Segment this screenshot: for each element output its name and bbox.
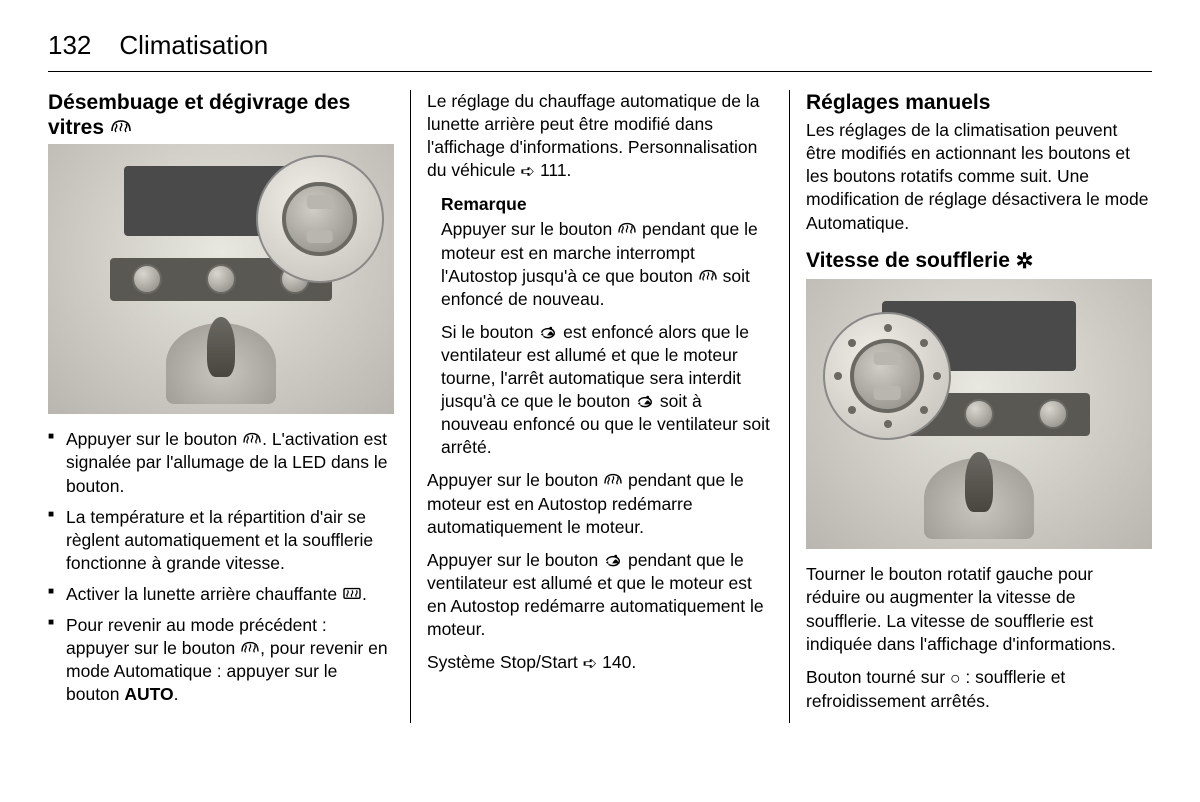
defrost-front-icon — [617, 220, 637, 236]
section-heading-demist: Désembuage et dégivrage des vitres — [48, 90, 394, 140]
off-circle-icon: ○ — [950, 667, 961, 690]
bullet-list: Appuyer sur le bouton . L'activation est… — [48, 428, 394, 706]
defrost-front-icon — [242, 430, 262, 446]
page-header: 132 Climatisation — [48, 30, 1152, 72]
paragraph: Appuyer sur le bouton pendant que le mot… — [441, 218, 773, 310]
paragraph: Appuyer sur le bouton pendant que le mot… — [427, 469, 773, 538]
content-columns: Désembuage et dégivrage des vitres Appuy… — [48, 90, 1152, 723]
column-1: Désembuage et dégivrage des vitres Appuy… — [48, 90, 410, 723]
xref-icon: ➪ — [520, 160, 535, 183]
defrost-front-icon — [240, 639, 260, 655]
remark-title: Remarque — [441, 193, 773, 216]
page-number: 132 — [48, 30, 91, 61]
column-2: Le réglage du chauffage automatique de l… — [410, 90, 789, 723]
defrost-front-icon — [603, 471, 623, 487]
paragraph: Le réglage du chauffage automatique de l… — [427, 90, 773, 183]
defrost-rear-icon — [342, 585, 362, 601]
paragraph: Bouton tourné sur ○ : soufflerie et refr… — [806, 666, 1152, 713]
fan-icon: ✲ — [1016, 248, 1034, 276]
column-3: Réglages manuels Les réglages de la clim… — [789, 90, 1152, 723]
section-heading-manual: Réglages manuels — [806, 90, 1152, 115]
paragraph: Tourner le bouton rotatif gauche pour ré… — [806, 563, 1152, 655]
recirc-icon — [635, 390, 655, 408]
paragraph: Appuyer sur le bouton pendant que le ven… — [427, 549, 773, 641]
paragraph: Système Stop/Start ➪ 140. — [427, 651, 773, 675]
figure-zoom-defrost-knob — [256, 155, 384, 283]
figure-dashboard-defrost — [48, 144, 394, 414]
figure-dashboard-fanspeed — [806, 279, 1152, 549]
defrost-front-icon — [110, 117, 132, 135]
remark-block: Remarque Appuyer sur le bouton pendant q… — [427, 193, 773, 459]
paragraph: Les réglages de la climatisation peuvent… — [806, 119, 1152, 234]
section-heading-fanspeed: Vitesse de soufflerie ✲ — [806, 247, 1152, 276]
list-item: Appuyer sur le bouton . L'activation est… — [48, 428, 394, 497]
xref-icon: ➪ — [583, 652, 598, 675]
list-item: Activer la lunette arrière chauffante . — [48, 583, 394, 606]
chapter-title: Climatisation — [119, 30, 268, 61]
recirc-icon — [538, 321, 558, 339]
list-item: La température et la répartition d'air s… — [48, 506, 394, 575]
auto-label: AUTO — [124, 684, 173, 704]
list-item: Pour revenir au mode précédent : appuyer… — [48, 614, 394, 706]
defrost-front-icon — [698, 267, 718, 283]
recirc-icon — [603, 549, 623, 567]
figure-zoom-fan-knob — [823, 312, 951, 440]
paragraph: Si le bouton est enfoncé alors que le ve… — [441, 321, 773, 460]
